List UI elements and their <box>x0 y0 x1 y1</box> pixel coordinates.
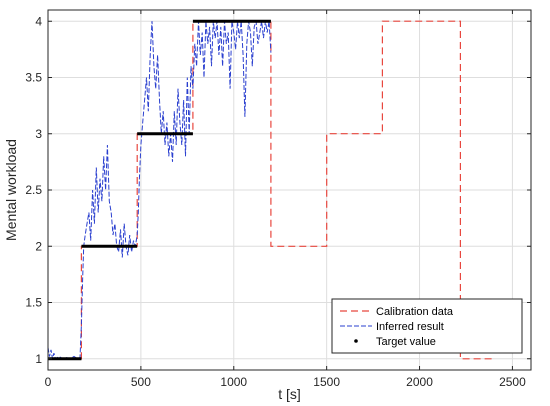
legend-label-inferred: Inferred result <box>376 321 444 333</box>
legend-label-target: Target value <box>376 336 436 348</box>
x-tick-label-0: 0 <box>45 375 52 389</box>
series-layer <box>47 19 494 361</box>
y-tick-label-4: 3 <box>35 127 42 141</box>
legend: Calibration data Inferred result Target … <box>331 298 523 354</box>
x-tick-label-5: 2500 <box>499 375 526 389</box>
series-inferred-line <box>47 21 272 360</box>
series-calibration-line <box>48 20 494 360</box>
x-tick-label-4: 2000 <box>406 375 433 389</box>
y-tick-label-1: 1.5 <box>25 296 42 310</box>
y-axis-label: Mental workload <box>3 139 19 241</box>
axes-frame <box>47 9 532 371</box>
x-tick-labels: 0 500 1000 1500 2000 2500 <box>45 375 526 389</box>
x-tick-label-3: 1500 <box>313 375 340 389</box>
y-tick-label-6: 4 <box>35 14 42 28</box>
y-tick-label-0: 1 <box>35 352 42 366</box>
y-tick-label-5: 3.5 <box>25 71 42 85</box>
x-axis-label: t [s] <box>278 386 301 402</box>
y-tick-label-2: 2 <box>35 239 42 253</box>
x-tick-label-2: 1000 <box>220 375 247 389</box>
y-tick-labels: 1 1.5 2 2.5 3 3.5 4 <box>25 14 42 366</box>
legend-label-calibration: Calibration data <box>376 306 454 318</box>
x-tick-label-1: 500 <box>131 375 151 389</box>
legend-swatch-target <box>354 339 358 343</box>
y-tick-label-3: 2.5 <box>25 183 42 197</box>
